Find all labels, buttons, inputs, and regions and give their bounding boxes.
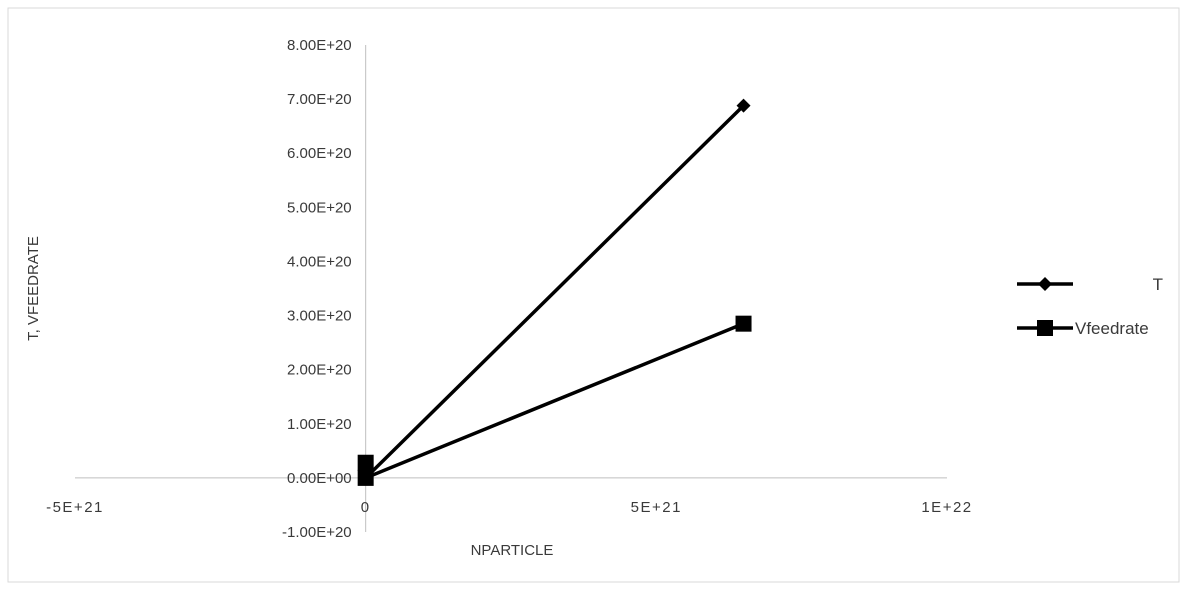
legend-entry-vfeedrate: Vfeedrate [1017, 319, 1149, 338]
y-tick-label: 3.00E+20 [287, 308, 352, 325]
series-vfeedrate [357, 315, 752, 486]
data-point-vfeedrate [735, 315, 752, 332]
series-plot-area [357, 98, 752, 486]
x-tick-label: 0 [361, 499, 371, 516]
x-tick-label: 5E+21 [631, 499, 682, 516]
legend-marker-square [1037, 320, 1053, 336]
legend-marker-diamond [1038, 277, 1052, 291]
y-tick-label: 2.00E+20 [287, 362, 352, 379]
chart-border [7, 7, 1180, 583]
y-tick-labels: -1.00E+20 0.00E+00 1.00E+20 2.00E+20 3.00E+2… [282, 37, 352, 541]
y-tick-label: 1.00E+20 [287, 416, 352, 433]
data-point-vfeedrate [357, 454, 374, 471]
y-tick-label: 5.00E+20 [287, 199, 352, 216]
x-tick-label: -5E+21 [46, 499, 104, 516]
y-tick-label: 7.00E+20 [287, 91, 352, 108]
y-tick-label: 4.00E+20 [287, 253, 352, 270]
legend-label: Vfeedrate [1075, 319, 1149, 338]
y-tick-label: -1.00E+20 [282, 524, 352, 541]
data-point-vfeedrate [357, 469, 374, 486]
y-tick-label: 8.00E+20 [287, 37, 352, 54]
legend: T Vfeedrate [1017, 275, 1163, 338]
data-point-t [736, 98, 751, 113]
x-axis-title: NPARTICLE [471, 542, 554, 559]
y-tick-label: 6.00E+20 [287, 145, 352, 162]
y-axis-title: T, VFEEDRATE [25, 236, 42, 341]
x-tick-labels: -5E+21 0 5E+21 1E+22 [46, 499, 972, 516]
legend-entry-t: T [1017, 275, 1163, 294]
axes [75, 45, 947, 532]
series-line-t [364, 104, 745, 480]
x-tick-label: 1E+22 [921, 499, 972, 516]
legend-label: T [1153, 275, 1163, 294]
y-tick-label: 0.00E+00 [287, 470, 352, 487]
